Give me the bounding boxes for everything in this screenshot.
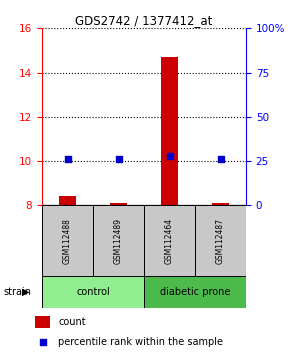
Bar — [93, 205, 144, 276]
Point — [40, 339, 45, 345]
Bar — [42, 276, 144, 308]
Text: strain: strain — [3, 287, 31, 297]
Bar — [160, 57, 178, 205]
Text: percentile rank within the sample: percentile rank within the sample — [58, 337, 223, 347]
Text: GSM112464: GSM112464 — [165, 218, 174, 264]
Point — [167, 153, 172, 159]
Bar — [42, 205, 93, 276]
Text: ▶: ▶ — [22, 287, 29, 297]
Title: GDS2742 / 1377412_at: GDS2742 / 1377412_at — [75, 14, 213, 27]
Bar — [58, 196, 76, 205]
Bar — [212, 203, 230, 205]
Bar — [195, 205, 246, 276]
Text: count: count — [58, 317, 86, 327]
Point — [116, 156, 121, 162]
Text: GSM112487: GSM112487 — [216, 218, 225, 264]
Bar — [144, 205, 195, 276]
Point — [65, 156, 70, 162]
Text: GSM112489: GSM112489 — [114, 218, 123, 264]
Text: control: control — [76, 287, 110, 297]
Text: GSM112488: GSM112488 — [63, 218, 72, 264]
Bar — [144, 276, 246, 308]
Bar — [110, 203, 128, 205]
Text: diabetic prone: diabetic prone — [160, 287, 230, 297]
Point — [218, 156, 223, 162]
Bar — [35, 316, 50, 328]
